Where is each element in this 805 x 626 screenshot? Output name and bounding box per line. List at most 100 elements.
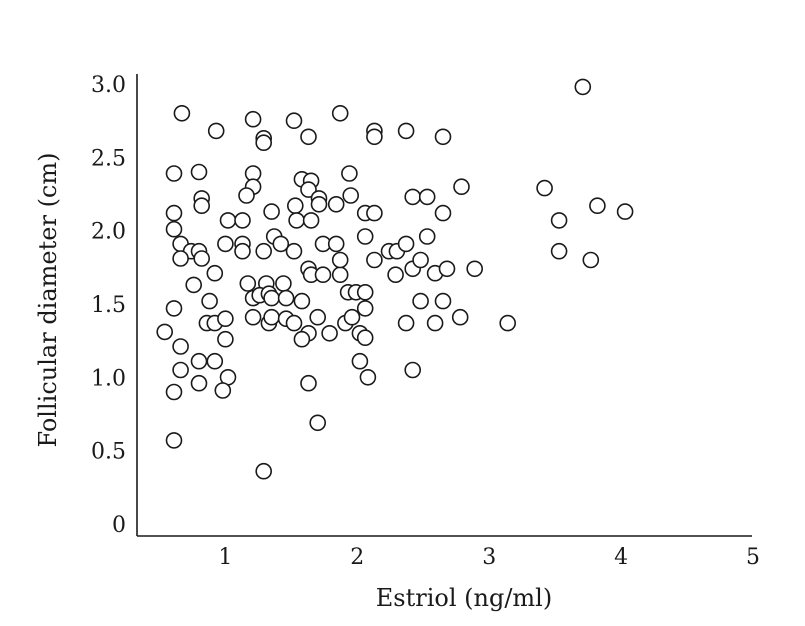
y-tick-label: 1.0 bbox=[91, 366, 126, 391]
data-point bbox=[173, 105, 191, 122]
data-point bbox=[234, 212, 251, 229]
y-tick-label: 3.0 bbox=[91, 73, 126, 98]
data-point bbox=[217, 235, 234, 253]
data-point bbox=[219, 212, 237, 229]
data-point bbox=[206, 264, 224, 282]
data-point bbox=[412, 251, 429, 269]
data-point bbox=[434, 204, 452, 222]
data-point bbox=[404, 361, 422, 379]
data-point bbox=[314, 266, 332, 284]
data-point bbox=[285, 242, 303, 260]
data-point bbox=[300, 374, 317, 392]
data-point bbox=[302, 212, 320, 229]
data-point bbox=[156, 323, 173, 341]
x-tick-label: 3 bbox=[482, 545, 496, 570]
data-point bbox=[550, 212, 568, 229]
data-point bbox=[356, 283, 374, 301]
data-point bbox=[172, 250, 189, 267]
data-point bbox=[255, 134, 273, 151]
data-point bbox=[356, 300, 374, 317]
data-point bbox=[263, 203, 280, 220]
data-point bbox=[327, 196, 345, 213]
y-tick-label: 0.5 bbox=[91, 440, 126, 465]
data-point bbox=[351, 352, 369, 370]
data-point bbox=[499, 314, 517, 332]
data-point bbox=[206, 352, 224, 370]
y-tick-label: 0 bbox=[112, 513, 126, 538]
data-point bbox=[356, 228, 374, 245]
data-point bbox=[217, 310, 234, 328]
data-point bbox=[165, 220, 183, 238]
data-point bbox=[341, 165, 358, 182]
data-point bbox=[217, 330, 234, 348]
x-tick-label: 5 bbox=[746, 545, 760, 570]
data-point bbox=[201, 292, 218, 310]
data-point bbox=[293, 292, 311, 310]
data-point bbox=[387, 266, 404, 284]
y-axis-title: Follicular diameter (cm) bbox=[34, 153, 62, 448]
data-point bbox=[286, 197, 304, 214]
x-tick-label: 2 bbox=[350, 545, 364, 570]
data-point bbox=[616, 203, 634, 220]
data-point bbox=[190, 352, 208, 370]
data-point bbox=[165, 204, 183, 222]
x-tick-label: 1 bbox=[218, 545, 232, 570]
data-point bbox=[275, 275, 292, 292]
data-point bbox=[404, 188, 422, 206]
y-tick-label: 2.0 bbox=[91, 220, 126, 245]
data-point bbox=[574, 78, 592, 96]
data-point bbox=[165, 165, 183, 182]
data-point bbox=[300, 128, 317, 146]
data-point bbox=[536, 179, 553, 197]
data-point bbox=[434, 128, 452, 146]
data-point bbox=[331, 266, 349, 284]
data-point bbox=[263, 308, 280, 326]
y-tick-label: 1.5 bbox=[91, 293, 126, 318]
data-point bbox=[582, 251, 600, 269]
data-point bbox=[397, 122, 415, 140]
data-point bbox=[263, 289, 280, 307]
y-tick-labels: 0 0.5 1.0 1.5 2.0 2.5 3.0 bbox=[91, 73, 126, 538]
data-point bbox=[466, 260, 484, 278]
data-point bbox=[438, 260, 456, 278]
data-point bbox=[366, 204, 383, 222]
data-point bbox=[285, 314, 303, 332]
data-point bbox=[272, 235, 290, 253]
data-point bbox=[397, 314, 415, 332]
data-point bbox=[238, 187, 255, 204]
data-point bbox=[418, 188, 436, 206]
data-point bbox=[207, 122, 225, 140]
data-point bbox=[397, 235, 415, 253]
data-point bbox=[244, 110, 262, 128]
data-point bbox=[214, 382, 232, 399]
data-point bbox=[244, 308, 262, 326]
data-point bbox=[285, 112, 303, 129]
data-point bbox=[434, 292, 452, 310]
data-point bbox=[185, 276, 202, 294]
data-point bbox=[172, 361, 189, 379]
x-axis-title: Estriol (ng/ml) bbox=[376, 584, 552, 612]
data-point bbox=[165, 383, 183, 401]
data-point bbox=[165, 300, 183, 317]
data-point bbox=[288, 212, 305, 229]
x-tick-labels: 1 2 3 4 5 bbox=[218, 545, 760, 570]
data-point bbox=[359, 368, 377, 386]
data-point bbox=[255, 462, 273, 480]
data-point bbox=[190, 374, 208, 392]
data-point bbox=[255, 242, 273, 260]
data-point bbox=[234, 242, 251, 260]
data-point bbox=[277, 289, 295, 307]
data-points bbox=[156, 78, 634, 480]
data-point bbox=[366, 128, 383, 146]
y-tick-label: 2.5 bbox=[91, 146, 126, 171]
x-tick-label: 4 bbox=[614, 545, 628, 570]
data-point bbox=[331, 251, 349, 269]
data-point bbox=[190, 163, 208, 181]
data-point bbox=[342, 187, 360, 204]
data-point bbox=[412, 292, 429, 310]
data-point bbox=[366, 251, 383, 269]
data-point bbox=[321, 324, 338, 342]
data-point bbox=[343, 308, 361, 326]
data-point bbox=[239, 275, 257, 292]
